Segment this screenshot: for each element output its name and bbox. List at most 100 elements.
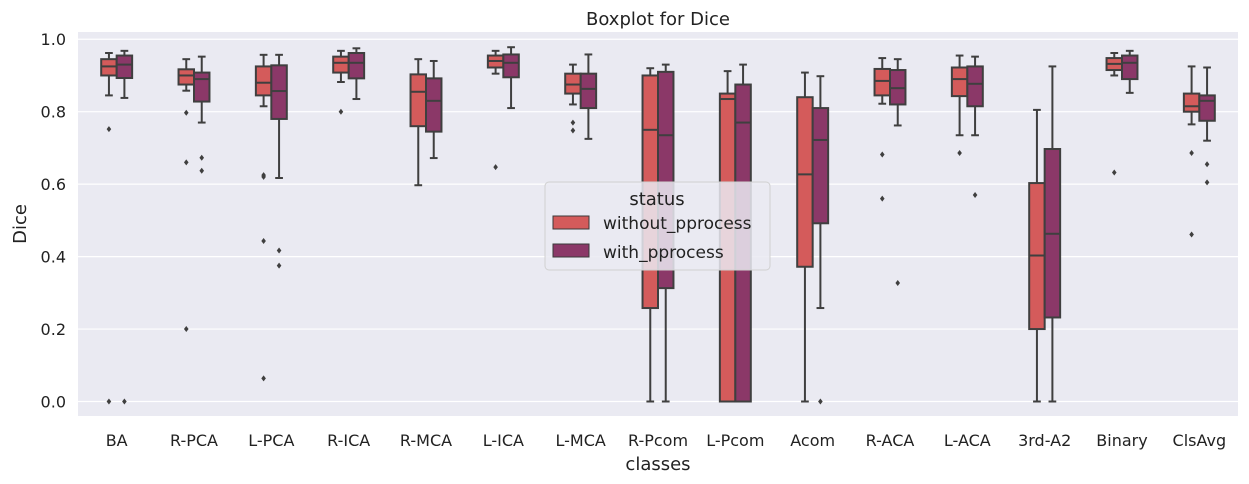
outlier-point: [199, 154, 205, 161]
box-R-MCA-without_pprocess: [409, 58, 427, 187]
box-iqr: [966, 65, 984, 108]
outlier-point: [570, 119, 576, 126]
legend-label-without-pprocess: without_pprocess: [603, 214, 752, 234]
box-iqr: [950, 66, 969, 98]
box-iqr: [1121, 54, 1139, 81]
box-R-ICA-without_pprocess: [332, 49, 350, 115]
outlier-point: [261, 238, 266, 245]
box-R-ICA-with_pprocess: [347, 47, 366, 101]
legend-label-with-pprocess: with_pprocess: [603, 243, 724, 263]
y-tick-label: 1.0: [41, 30, 66, 49]
box-R-ACA-with_pprocess: [889, 58, 907, 287]
box-iqr: [254, 65, 273, 97]
chart-title: Boxplot for Dice: [586, 9, 730, 30]
box-iqr: [502, 53, 520, 79]
x-tick-label: L-MCA: [556, 431, 606, 450]
outlier-point: [895, 280, 901, 287]
box-ClsAvg-with_pprocess: [1198, 66, 1216, 186]
outlier-point: [261, 375, 266, 382]
x-tick-label: R-PCA: [170, 431, 218, 450]
box-R-PCA-without_pprocess: [177, 58, 196, 333]
x-tick-label: BA: [106, 431, 128, 450]
outlier-point: [199, 167, 205, 174]
outlier-point: [493, 164, 498, 171]
outlier-point: [879, 195, 885, 202]
outlier-point: [122, 398, 127, 405]
x-tick-label: L-Pcom: [706, 431, 764, 450]
outlier-point: [1204, 161, 1210, 168]
x-tick-labels: BA R-PCA L-PCA R-ICA R-MCA L-ICA L-MCA R-Pcom L-…: [106, 431, 1226, 450]
box-L-MCA-without_pprocess: [564, 63, 582, 134]
box-L-PCA-with_pprocess: [270, 53, 288, 269]
outlier-point: [261, 173, 266, 180]
x-tick-label: R-MCA: [400, 431, 452, 450]
outlier-point: [1204, 179, 1210, 186]
box-R-PCA-with_pprocess: [193, 55, 211, 174]
outlier-point: [879, 151, 885, 158]
box-iqr: [796, 96, 814, 268]
outlier-point: [972, 192, 978, 199]
x-tick-label: L-ICA: [483, 431, 524, 450]
box-Binary-with_pprocess: [1121, 49, 1139, 94]
legend-frame: [544, 181, 771, 271]
box-iqr: [332, 55, 350, 74]
x-axis-title: classes: [625, 454, 690, 475]
box-iqr: [409, 73, 427, 128]
box-iqr: [811, 107, 830, 225]
box-iqr: [270, 64, 288, 120]
box-iqr: [1198, 94, 1216, 122]
y-tick-label: 0.8: [41, 103, 66, 122]
legend-title: status: [629, 189, 684, 210]
box-iqr: [193, 71, 211, 103]
x-tick-label: Binary: [1096, 431, 1147, 450]
x-tick-label: L-ACA: [944, 431, 991, 450]
x-tick-label: R-ACA: [866, 431, 915, 450]
outlier-point: [276, 262, 282, 269]
x-tick-label: Acom: [790, 431, 835, 450]
outlier-point: [183, 159, 189, 166]
outlier-point: [276, 247, 282, 254]
x-tick-label: 3rd-A2: [1018, 431, 1071, 450]
box-BA-without_pprocess: [100, 52, 118, 405]
outlier-point: [106, 398, 112, 405]
outlier-point: [183, 326, 189, 333]
box-L-ICA-with_pprocess: [502, 46, 520, 110]
box-BA-with_pprocess: [115, 49, 134, 405]
box-iqr: [1182, 92, 1201, 113]
x-tick-label: ClsAvg: [1173, 431, 1227, 450]
box-iqr: [579, 72, 598, 110]
y-tick-label: 0.6: [41, 175, 66, 194]
box-3rd-A2-with_pprocess: [1043, 65, 1062, 403]
box-iqr: [115, 54, 134, 80]
legend-swatch-without-pprocess: [552, 215, 590, 230]
x-tick-label: R-ICA: [327, 431, 370, 450]
outlier-point: [338, 108, 344, 115]
box-iqr: [873, 67, 891, 97]
outlier-point: [818, 398, 823, 405]
box-iqr: [425, 77, 443, 133]
legend-swatch-with-pprocess: [552, 243, 590, 258]
box-Acom-with_pprocess: [811, 75, 830, 405]
box-L-ACA-without_pprocess: [950, 54, 969, 156]
outlier-point: [106, 126, 112, 133]
legend: status without_pprocess with_pprocess: [544, 181, 771, 271]
outlier-point: [1189, 231, 1194, 238]
y-tick-label: 0.0: [41, 393, 66, 412]
y-tick-labels: 0.0 0.2 0.4 0.6 0.8 1.0: [41, 30, 66, 411]
box-iqr: [177, 68, 196, 86]
box-L-ICA-without_pprocess: [486, 49, 505, 171]
x-tick-label: R-Pcom: [628, 431, 688, 450]
x-tick-label: L-PCA: [248, 431, 294, 450]
box-Binary-without_pprocess: [1105, 52, 1123, 176]
box-ClsAvg-without_pprocess: [1182, 65, 1201, 238]
outlier-point: [1189, 149, 1194, 156]
y-axis-title: Dice: [10, 204, 31, 244]
box-iqr: [347, 52, 366, 80]
outlier-point: [183, 109, 189, 116]
y-tick-label: 0.4: [41, 248, 66, 267]
box-L-MCA-with_pprocess: [579, 53, 598, 140]
y-tick-label: 0.2: [41, 320, 66, 339]
box-L-ACA-with_pprocess: [966, 55, 984, 199]
outlier-point: [570, 127, 576, 134]
